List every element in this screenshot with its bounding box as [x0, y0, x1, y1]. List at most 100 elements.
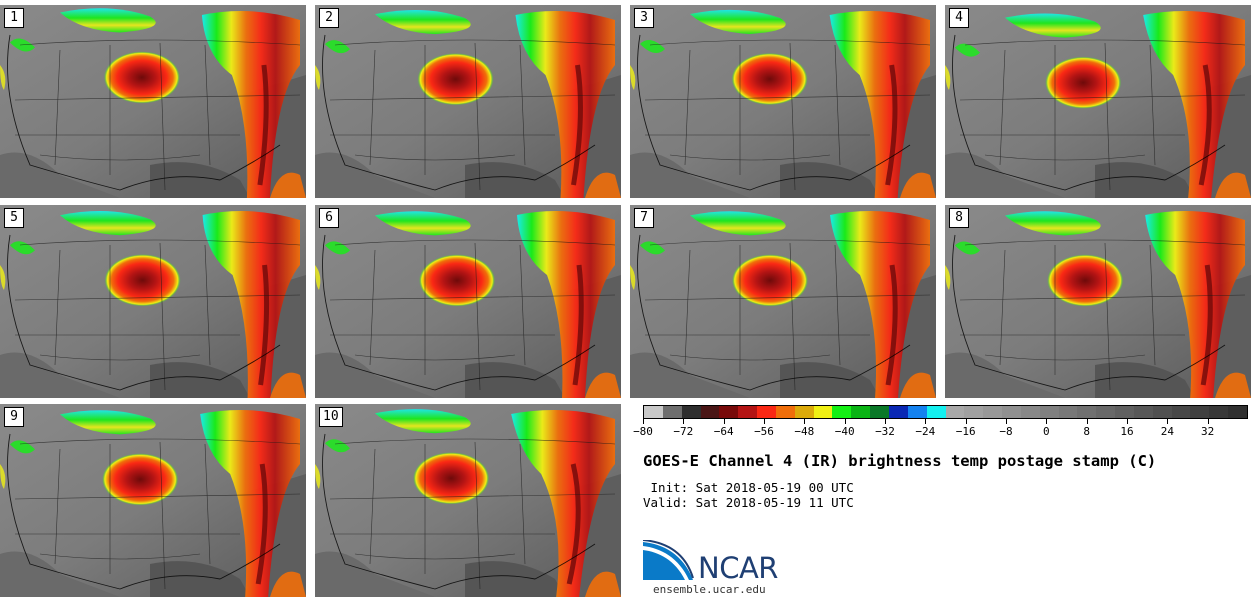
panel-number-label: 7 [634, 208, 654, 228]
colorbar-segment [1152, 406, 1172, 418]
init-time: Init: Sat 2018-05-19 00 UTC [643, 480, 854, 495]
satellite-ir-map [630, 205, 936, 398]
colorbar-tick-label: −8 [999, 425, 1013, 438]
colorbar-tick-label: 0 [1043, 425, 1050, 438]
colorbar-tick [1167, 419, 1169, 424]
colorbar-segment [1020, 406, 1040, 418]
satellite-ir-map [630, 5, 936, 198]
panel-number-label: 1 [4, 8, 24, 28]
colorbar-segment [1002, 406, 1021, 418]
colorbar-tick [683, 419, 685, 424]
colorbar-tick [885, 419, 886, 424]
colorbar-tick [844, 419, 846, 424]
colorbar-segment [1096, 406, 1116, 418]
colorbar-segment [870, 406, 889, 418]
colorbar-tick [643, 419, 644, 424]
colorbar-tick [925, 419, 927, 424]
colorbar-tick [764, 419, 765, 424]
colorbar-segment [907, 406, 927, 418]
colorbar-segment [738, 406, 758, 418]
colorbar-segment [888, 406, 908, 418]
colorbar-segment [983, 406, 1003, 418]
colorbar-segment [1190, 406, 1210, 418]
colorbar-segment [1058, 406, 1078, 418]
colorbar-segment [644, 406, 663, 418]
colorbar-segment [757, 406, 776, 418]
panel-number-label: 4 [949, 8, 969, 28]
panel-number-label: 3 [634, 8, 654, 28]
colorbar-segment [926, 406, 946, 418]
colorbar-tick-label: 32 [1201, 425, 1215, 438]
colorbar-segment [681, 406, 701, 418]
panel-number-label: 9 [4, 407, 24, 427]
colorbar-segment [1228, 406, 1247, 418]
satellite-ir-map [315, 404, 621, 597]
panel-number-label: 8 [949, 208, 969, 228]
colorbar-tick-label: −72 [673, 425, 694, 438]
satellite-ir-map [945, 205, 1251, 398]
colorbar-segment [813, 406, 833, 418]
colorbar-segment [945, 406, 965, 418]
ensemble-member-panel: 6 [315, 205, 621, 398]
temperature-colorbar [643, 405, 1248, 419]
colorbar-tick-label: −40 [834, 425, 855, 438]
colorbar-ticks: −80 −72 −64 −56 −48 −40 −32 −24 −16 −8 0 8 16 24 32 [633, 419, 1248, 441]
colorbar-segment [1133, 406, 1153, 418]
colorbar-tick [1006, 419, 1007, 424]
colorbar-segment [1171, 406, 1191, 418]
colorbar-tick [1127, 419, 1128, 424]
colorbar-segment [1039, 406, 1059, 418]
satellite-ir-map [315, 205, 621, 398]
colorbar-tick [804, 419, 806, 424]
ensemble-member-panel: 1 [0, 5, 306, 198]
colorbar-tick-label: −16 [955, 425, 976, 438]
colorbar-segment [775, 406, 795, 418]
panel-number-label: 5 [4, 208, 24, 228]
ensemble-member-panel: 5 [0, 205, 306, 398]
satellite-ir-map [315, 5, 621, 198]
panel-number-label: 2 [319, 8, 339, 28]
colorbar-tick-label: −24 [915, 425, 936, 438]
colorbar-tick-label: −80 [633, 425, 653, 438]
colorbar-segment [1115, 406, 1134, 418]
colorbar-tick [1046, 419, 1048, 424]
colorbar-tick-label: 8 [1083, 425, 1090, 438]
ensemble-member-panel: 7 [630, 205, 936, 398]
panel-number-label: 10 [319, 407, 343, 427]
satellite-ir-map [945, 5, 1251, 198]
colorbar-tick-label: −32 [875, 425, 895, 438]
panel-number-label: 6 [319, 208, 339, 228]
ncar-logo-icon [643, 540, 694, 580]
colorbar-tick-label: −64 [713, 425, 734, 438]
colorbar-tick-label: −56 [754, 425, 774, 438]
satellite-ir-map [0, 205, 306, 398]
colorbar-tick-label: 16 [1120, 425, 1134, 438]
ensemble-member-panel: 4 [945, 5, 1251, 198]
colorbar-segment [964, 406, 984, 418]
colorbar-segment [662, 406, 682, 418]
colorbar-tick-label: 24 [1160, 425, 1174, 438]
figure-title: GOES-E Channel 4 (IR) brightness temp po… [643, 452, 1157, 470]
colorbar-tick [1086, 419, 1088, 424]
valid-time: Valid: Sat 2018-05-19 11 UTC [643, 495, 854, 510]
colorbar-segment [832, 406, 852, 418]
colorbar-segment [1209, 406, 1229, 418]
colorbar-segment [719, 406, 739, 418]
colorbar-segment [700, 406, 720, 418]
ensemble-member-panel: 2 [315, 5, 621, 198]
colorbar-segment [1077, 406, 1097, 418]
colorbar-segment [794, 406, 814, 418]
ncar-logo-text: NCAR [698, 551, 778, 585]
colorbar-tick [965, 419, 967, 424]
source-url: ensemble.ucar.edu [653, 583, 766, 596]
colorbar-tick [723, 419, 725, 424]
ensemble-member-panel: 10 [315, 404, 621, 597]
satellite-ir-map [0, 404, 306, 597]
colorbar-segment [851, 406, 871, 418]
colorbar-tick [1207, 419, 1209, 424]
satellite-ir-map [0, 5, 306, 198]
ensemble-member-panel: 8 [945, 205, 1251, 398]
ensemble-member-panel: 9 [0, 404, 306, 597]
ensemble-member-panel: 3 [630, 5, 936, 198]
colorbar-tick-label: −48 [794, 425, 815, 438]
